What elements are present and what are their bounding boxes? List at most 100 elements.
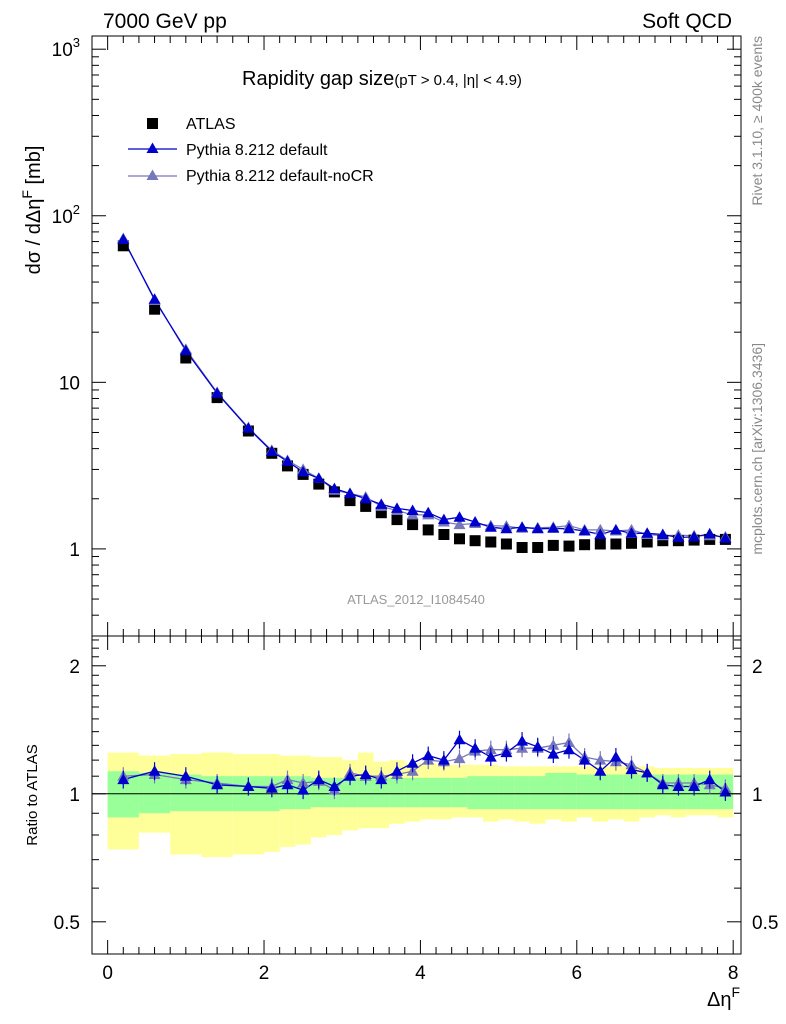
ratio-point-pythia-default [375, 773, 388, 785]
legend-label-pythia-default: Pythia 8.212 default [186, 142, 328, 159]
data-point-pythia-default [281, 455, 294, 466]
ratio-point-pythia-default [563, 743, 575, 755]
data-point-pythia-default [594, 528, 607, 539]
data-point-pythia-default [117, 233, 130, 244]
data-point-pythia-default [516, 521, 529, 532]
uncertainty-band-green [514, 776, 530, 810]
ratio-y-tick-label-right: 1 [752, 785, 763, 806]
uncertainty-band-green [373, 777, 390, 808]
data-point-pythia-default [328, 482, 341, 494]
data-point-atlas [469, 535, 481, 547]
ratio-point-pythia-default [641, 766, 654, 778]
main-plot-marks [117, 232, 732, 553]
ratio-point-pythia-default [242, 780, 255, 791]
ratio-point-pythia-default [297, 784, 310, 795]
data-point-pythia-default [563, 522, 575, 534]
ratio-plot-ticks: 0.5 0.5 1 1 2 2 0 2 4 6 8 [54, 636, 778, 984]
uncertainty-band-green [451, 777, 468, 808]
mcplots-label: mcplots.cern.ch [arXiv:1306.3436] [749, 343, 765, 555]
data-point-atlas [626, 537, 637, 549]
ratio-y-tick-label-right: 2 [752, 657, 763, 678]
ratio-plot-marks [92, 730, 741, 858]
uncertainty-band-green [482, 776, 499, 810]
main-plot-ticks: 1 10 102 103 [52, 35, 741, 637]
ratio-point-pythia-default [422, 749, 435, 761]
main-plot-panel: 1 10 102 103 dσ / dΔηF [mb] Rapidity gap si… [19, 35, 742, 637]
ratio-point-pythia-nocr [453, 752, 466, 764]
data-point-pythia-default [531, 522, 544, 534]
data-point-pythia-default [609, 523, 622, 535]
data-point-pythia-default [422, 506, 435, 518]
data-point-atlas [454, 533, 465, 545]
data-point-pythia-default [179, 344, 192, 356]
data-point-pythia-default [359, 492, 372, 504]
legend-entry-pythia-nocr: Pythia 8.212 default-noCR [128, 168, 374, 185]
ratio-plot-panel: 0.5 0.5 1 1 2 2 0 2 4 6 8 Ratio to ATLAS ΔηF [24, 635, 778, 1011]
data-point-pythia-default [148, 293, 161, 304]
uncertainty-band-green [545, 772, 562, 810]
main-plot-title-text: Rapidity gap size [242, 68, 394, 90]
ratio-point-pythia-default [281, 778, 294, 790]
ratio-point-pythia-nocr [594, 754, 607, 765]
uncertainty-band-green [436, 777, 452, 808]
ratio-point-pythia-default [344, 770, 356, 781]
uncertainty-band-green [529, 776, 546, 810]
ratio-point-pythia-nocr [547, 739, 560, 750]
legend-entry-pythia-default: Pythia 8.212 default [128, 142, 328, 159]
data-point-pythia-default [391, 502, 403, 513]
x-tick-label: 6 [572, 963, 583, 984]
legend-entry-atlas: ATLAS [147, 116, 236, 133]
ratio-point-pythia-default [688, 780, 701, 791]
ratio-plot-frame [91, 635, 742, 955]
data-point-pythia-default [484, 521, 497, 532]
uncertainty-band-green [404, 777, 421, 808]
data-point-atlas [407, 519, 419, 531]
ratio-point-pythia-default [453, 733, 466, 745]
legend-label-atlas: ATLAS [186, 116, 236, 133]
data-point-atlas [594, 538, 606, 550]
data-point-pythia-default [344, 487, 356, 498]
data-point-pythia-default [469, 516, 482, 527]
data-point-atlas [391, 514, 403, 526]
data-point-pythia-default [719, 532, 732, 543]
x-tick-label: 0 [102, 963, 113, 984]
ratio-point-pythia-default [656, 778, 669, 790]
ratio-point-pythia-default [328, 780, 341, 791]
data-point-pythia-default [625, 527, 638, 538]
data-point-atlas [438, 529, 450, 540]
legend-label-pythia-nocr: Pythia 8.212 default-noCR [186, 168, 374, 185]
ratio-point-pythia-default [500, 746, 513, 758]
data-point-pythia-default [375, 498, 388, 509]
analysis-id-label: ATLAS_2012_I1084540 [347, 592, 485, 607]
data-point-pythia-default [297, 465, 310, 477]
ratio-point-pythia-default [437, 754, 450, 765]
legend-marker-atlas [147, 118, 158, 129]
data-point-pythia-default [641, 527, 654, 538]
data-point-atlas [117, 240, 129, 252]
data-point-atlas [360, 500, 372, 512]
ratio-point-pythia-default [547, 748, 560, 759]
ratio-y-axis-label: Ratio to ATLAS [24, 744, 41, 845]
ratio-point-pythia-default [625, 763, 638, 775]
ratio-point-pythia-default [484, 751, 497, 762]
ratio-point-pythia-default [594, 765, 607, 776]
data-point-pythia-default [656, 528, 669, 539]
main-y-tick-label: 10 [59, 373, 80, 394]
data-point-atlas [610, 538, 622, 550]
data-point-atlas [532, 542, 544, 553]
ratio-y-tick-label: 0.5 [54, 913, 80, 934]
ratio-point-pythia-default [703, 773, 716, 785]
data-point-atlas [657, 535, 669, 547]
ratio-y-tick-label: 2 [69, 657, 80, 678]
x-axis-label: ΔηF [707, 984, 740, 1011]
data-point-pythia-default [242, 422, 255, 433]
uncertainty-band-green [357, 777, 374, 808]
data-point-pythia-default [672, 531, 685, 542]
data-point-atlas [641, 536, 653, 548]
data-point-pythia-default [265, 445, 278, 456]
uncertainty-band-green [623, 774, 640, 810]
uncertainty-band-green [608, 774, 624, 810]
rivet-version-label: Rivet 3.1.10, ≥ 400k events [749, 36, 765, 206]
data-point-pythia-default [578, 525, 591, 536]
